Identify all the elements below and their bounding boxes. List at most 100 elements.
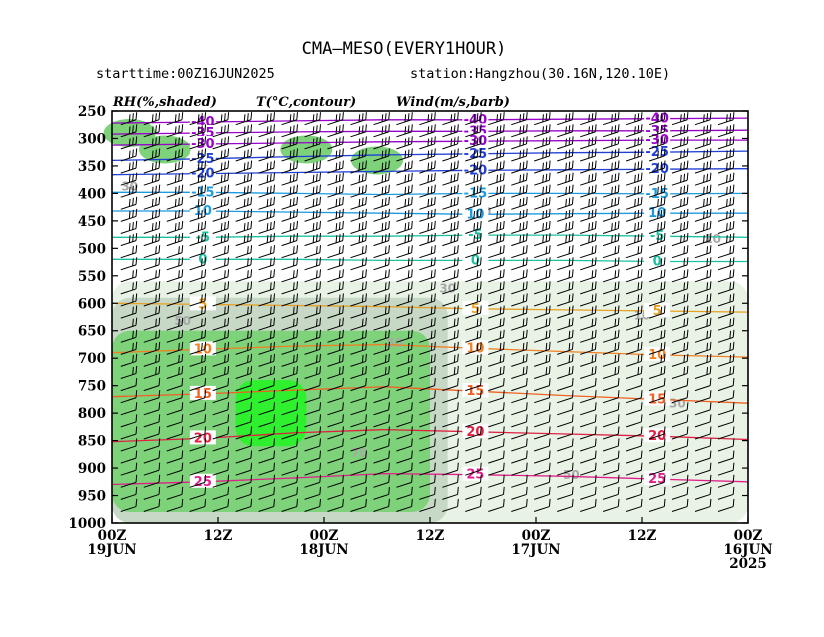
- wind-barb: [120, 317, 138, 331]
- wind-barb: [625, 196, 643, 210]
- wind-barb: [648, 148, 666, 162]
- wind-barb: [625, 160, 643, 174]
- wind-barb: [717, 233, 735, 247]
- wind-barb: [671, 390, 689, 404]
- wind-barb: [258, 305, 276, 319]
- wind-barb: [327, 136, 344, 150]
- temperature-legend: T(°C,contour): [256, 95, 356, 110]
- wind-barb: [511, 184, 528, 198]
- wind-barb: [396, 462, 413, 476]
- wind-barb: [534, 317, 551, 331]
- wind-barb: [488, 329, 505, 343]
- isotherm-label-bg: [189, 296, 216, 311]
- wind-barb: [120, 462, 138, 476]
- wind-barb: [557, 486, 574, 500]
- wind-barb: [350, 317, 367, 331]
- wind-barb: [419, 426, 436, 440]
- wind-barb: [717, 486, 735, 500]
- wind-barb: [648, 305, 666, 319]
- wind-barb: [694, 486, 712, 500]
- wind-barb: [327, 498, 344, 512]
- wind-barb: [602, 196, 620, 210]
- wind-barb: [327, 305, 344, 319]
- wind-barb: [419, 317, 436, 331]
- wind-barb: [488, 112, 505, 126]
- wind-barb: [258, 390, 276, 404]
- wind-barb: [488, 365, 505, 379]
- wind-barb: [258, 414, 276, 428]
- wind-barb: [373, 281, 390, 295]
- wind-barb: [396, 293, 413, 307]
- wind-barb: [327, 438, 344, 452]
- wind-barb: [465, 486, 482, 500]
- wind-barb: [212, 184, 230, 198]
- wind-barb: [327, 450, 344, 464]
- wind-barb: [442, 245, 459, 259]
- wind-barb: [534, 220, 551, 234]
- wind-barb: [557, 426, 574, 440]
- wind-barb: [580, 208, 597, 222]
- wind-barb: [304, 160, 322, 174]
- wind-barb: [327, 148, 344, 162]
- wind-barb: [465, 365, 482, 379]
- isotherm-15: [111, 386, 749, 404]
- wind-barb: [671, 124, 689, 138]
- wind-barb: [465, 438, 482, 452]
- isotherm-label: 20: [466, 425, 484, 440]
- wind-barb: [694, 498, 712, 512]
- isotherm-label: -5: [650, 229, 664, 244]
- x-tick-label: 18JUN: [299, 542, 348, 558]
- wind-barb: [580, 269, 597, 283]
- wind-barb: [580, 196, 597, 210]
- wind-barb: [648, 112, 666, 126]
- wind-barb: [488, 305, 505, 319]
- wind-barb: [488, 124, 505, 138]
- wind-barb: [648, 390, 666, 404]
- wind-barb: [717, 341, 735, 355]
- wind-barb: [143, 486, 161, 500]
- wind-barb: [625, 365, 643, 379]
- wind-barb: [488, 245, 505, 259]
- wind-barb: [235, 402, 253, 416]
- wind-barb: [442, 450, 459, 464]
- wind-barb: [694, 184, 712, 198]
- wind-barb: [648, 281, 666, 295]
- wind-barb: [419, 233, 436, 247]
- isotherm-label: 5: [198, 297, 207, 312]
- wind-barb: [166, 317, 184, 331]
- wind-barb: [166, 353, 184, 367]
- wind-barb: [373, 341, 390, 355]
- wind-barb: [189, 402, 207, 416]
- rh-contour-label: 30: [439, 281, 456, 295]
- wind-barb: [511, 462, 528, 476]
- wind-barb: [419, 486, 436, 500]
- wind-barb: [511, 233, 528, 247]
- wind-barb: [694, 220, 712, 234]
- wind-barb: [189, 426, 207, 440]
- wind-barb: [396, 148, 413, 162]
- wind-barb: [120, 329, 138, 343]
- wind-barb: [488, 462, 505, 476]
- wind-barb: [419, 112, 436, 126]
- wind-barb: [396, 378, 413, 392]
- wind-barb: [350, 172, 367, 186]
- wind-barb: [166, 112, 184, 126]
- wind-barb: [327, 269, 344, 283]
- wind-barb: [189, 317, 207, 331]
- wind-barb: [396, 498, 413, 512]
- wind-barb: [304, 474, 322, 488]
- wind-barb: [373, 426, 390, 440]
- isotherm-label: 0: [471, 253, 480, 268]
- wind-barb: [465, 172, 482, 186]
- wind-barb: [235, 353, 253, 367]
- wind-barb: [419, 184, 436, 198]
- wind-barb: [717, 257, 735, 271]
- wind-barb: [281, 136, 299, 150]
- wind-barb: [235, 257, 253, 271]
- wind-barb: [281, 305, 299, 319]
- wind-barb: [327, 329, 344, 343]
- wind-barb: [694, 438, 712, 452]
- wind-barb: [694, 414, 712, 428]
- wind-barb: [281, 257, 299, 271]
- wind-barb: [235, 208, 253, 222]
